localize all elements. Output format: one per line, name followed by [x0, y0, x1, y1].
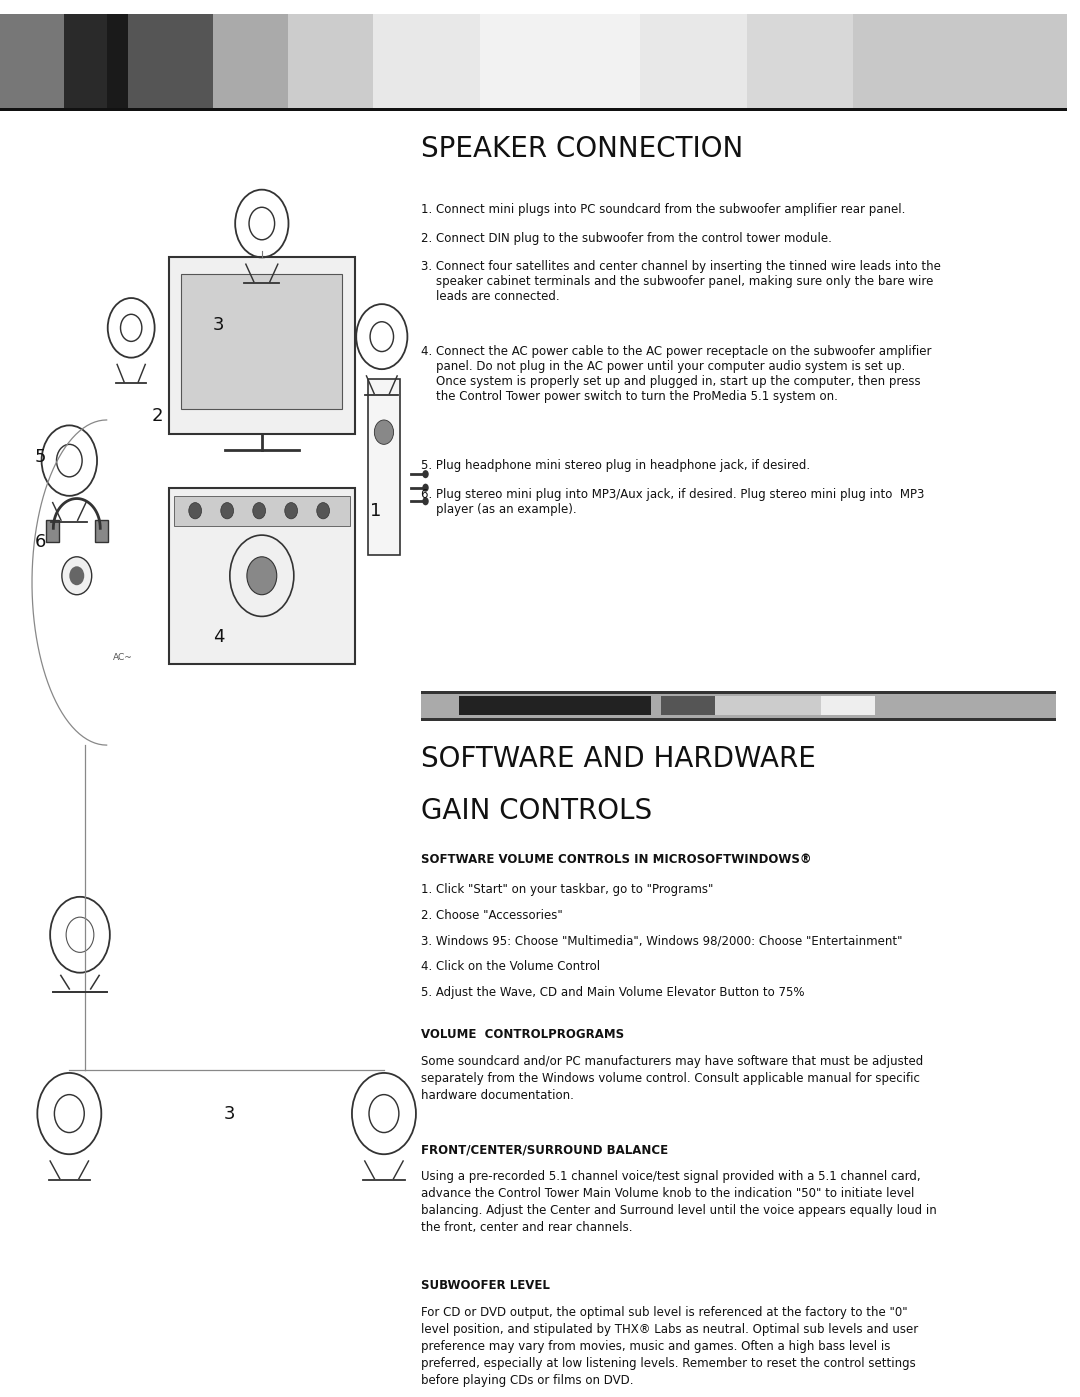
Text: 3: 3 [213, 316, 225, 334]
Bar [95, 520, 108, 542]
Text: SOFTWARE AND HARDWARE: SOFTWARE AND HARDWARE [421, 745, 816, 773]
Text: Using a pre-recorded 5.1 channel voice/test signal provided with a 5.1 channel c: Using a pre-recorded 5.1 channel voice/t… [421, 1171, 937, 1235]
Text: 5. Plug headphone mini stereo plug in headphone jack, if desired.: 5. Plug headphone mini stereo plug in he… [421, 460, 810, 472]
Circle shape [422, 497, 429, 506]
Bar [421, 692, 1056, 694]
Bar [661, 696, 715, 715]
Circle shape [220, 503, 233, 518]
Text: SPEAKER CONNECTION: SPEAKER CONNECTION [421, 136, 743, 163]
Circle shape [62, 557, 92, 595]
Text: 1. Connect mini plugs into PC soundcard from the subwoofer amplifier rear panel.: 1. Connect mini plugs into PC soundcard … [421, 203, 906, 217]
Bar [715, 696, 821, 715]
Circle shape [422, 469, 429, 478]
Bar [168, 488, 355, 664]
Bar [821, 696, 875, 715]
Text: SUBWOOFER LEVEL: SUBWOOFER LEVEL [421, 1278, 550, 1292]
Text: For CD or DVD output, the optimal sub level is referenced at the factory to the : For CD or DVD output, the optimal sub le… [421, 1306, 918, 1387]
Bar [129, 14, 214, 112]
Text: 6: 6 [35, 532, 46, 550]
Bar [45, 520, 58, 542]
Bar [421, 692, 1056, 721]
Text: 3. Windows 95: Choose "Multimedia", Windows 98/2000: Choose "Entertainment": 3. Windows 95: Choose "Multimedia", Wind… [421, 935, 903, 947]
Text: 4. Connect the AC power cable to the AC power receptacle on the subwoofer amplif: 4. Connect the AC power cable to the AC … [421, 345, 932, 404]
Bar [181, 274, 342, 409]
Bar [853, 14, 1067, 112]
Text: 3: 3 [224, 1105, 235, 1123]
Bar [174, 496, 350, 525]
Bar [107, 14, 129, 112]
Circle shape [189, 503, 202, 518]
Text: 5: 5 [35, 447, 46, 465]
Text: 2. Choose "Accessories": 2. Choose "Accessories" [421, 909, 563, 922]
Circle shape [422, 483, 429, 492]
Circle shape [316, 503, 329, 518]
Bar [640, 14, 746, 112]
Circle shape [253, 503, 266, 518]
Text: GAIN CONTROLS: GAIN CONTROLS [421, 796, 652, 824]
Bar [288, 14, 374, 112]
Bar [459, 696, 650, 715]
Text: VOLUME  CONTROLPROGRAMS: VOLUME CONTROLPROGRAMS [421, 1028, 624, 1041]
Circle shape [375, 420, 393, 444]
Text: 2: 2 [152, 407, 163, 425]
Text: FRONT/CENTER/SURROUND BALANCE: FRONT/CENTER/SURROUND BALANCE [421, 1143, 669, 1157]
Text: 4: 4 [213, 627, 225, 645]
Text: 5. Adjust the Wave, CD and Main Volume Elevator Button to 75%: 5. Adjust the Wave, CD and Main Volume E… [421, 986, 805, 999]
Text: 1: 1 [369, 502, 381, 520]
Bar [214, 14, 288, 112]
Text: 4. Click on the Volume Control: 4. Click on the Volume Control [421, 961, 600, 974]
Bar [168, 257, 355, 433]
Text: 6. Plug stereo mini plug into MP3/Aux jack, if desired. Plug stereo mini plug in: 6. Plug stereo mini plug into MP3/Aux ja… [421, 488, 924, 515]
Circle shape [69, 566, 84, 585]
Text: AC~: AC~ [112, 652, 133, 662]
Bar [421, 718, 1056, 721]
Text: SOFTWARE VOLUME CONTROLS IN MICROSOFTWINDOWS®: SOFTWARE VOLUME CONTROLS IN MICROSOFTWIN… [421, 854, 812, 866]
Text: 3. Connect four satellites and center channel by inserting the tinned wire leads: 3. Connect four satellites and center ch… [421, 260, 941, 303]
Circle shape [285, 503, 298, 518]
Text: Some soundcard and/or PC manufacturers may have software that must be adjusted
s: Some soundcard and/or PC manufacturers m… [421, 1055, 923, 1102]
Bar [0, 109, 1067, 112]
Bar [0, 14, 64, 112]
Text: 2. Connect DIN plug to the subwoofer from the control tower module.: 2. Connect DIN plug to the subwoofer fro… [421, 232, 833, 244]
Bar [64, 14, 107, 112]
Circle shape [247, 557, 276, 595]
Text: 1. Click "Start" on your taskbar, go to "Programs": 1. Click "Start" on your taskbar, go to … [421, 883, 714, 897]
Bar [480, 14, 640, 112]
Bar [368, 380, 400, 556]
Bar [374, 14, 480, 112]
Bar [746, 14, 853, 112]
